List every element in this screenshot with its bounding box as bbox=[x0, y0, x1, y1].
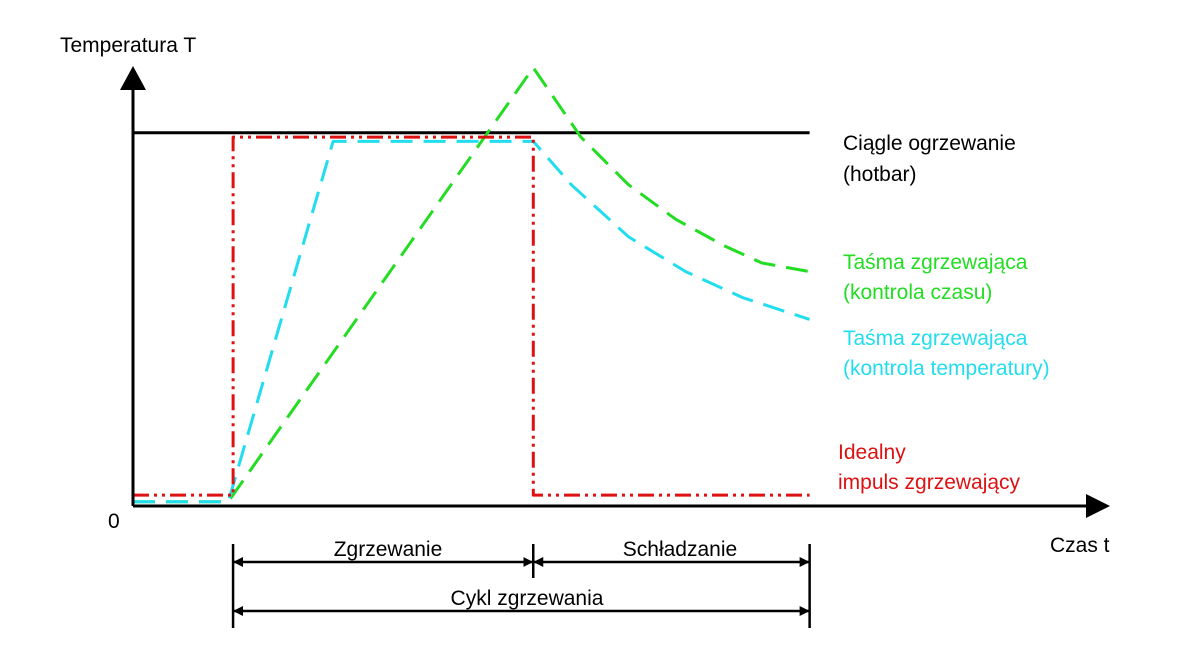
dimension-lines bbox=[231, 544, 811, 628]
x-axis-arrow-icon bbox=[1086, 494, 1110, 518]
phase-label-heating: Zgrzewanie bbox=[334, 538, 443, 561]
y-axis-arrow-icon bbox=[120, 66, 146, 90]
series-line-ideal-impulse bbox=[133, 135, 810, 497]
x-axis-title: Czas t bbox=[1050, 534, 1110, 557]
series-line-temp-control bbox=[133, 139, 811, 504]
series-label-time-control: Taśma zgrzewająca (kontrola czasu) bbox=[843, 251, 1033, 304]
series-label-temp-control: Taśma zgrzewająca (kontrola temperatury) bbox=[843, 327, 1050, 380]
cycle-label: Cykl zgrzewania bbox=[451, 587, 604, 610]
y-axis-title: Temperatura T bbox=[60, 34, 196, 57]
series-label-ideal-impulse: Idealny impuls zgrzewający bbox=[838, 441, 1021, 494]
phase-label-cooling: Schładzanie bbox=[623, 538, 737, 561]
series-line-time-control bbox=[133, 66, 810, 504]
origin-label: 0 bbox=[108, 510, 120, 533]
series-layer bbox=[133, 66, 811, 504]
series-label-hotbar: Ciągle ogrzewanie (hotbar) bbox=[843, 132, 1022, 186]
